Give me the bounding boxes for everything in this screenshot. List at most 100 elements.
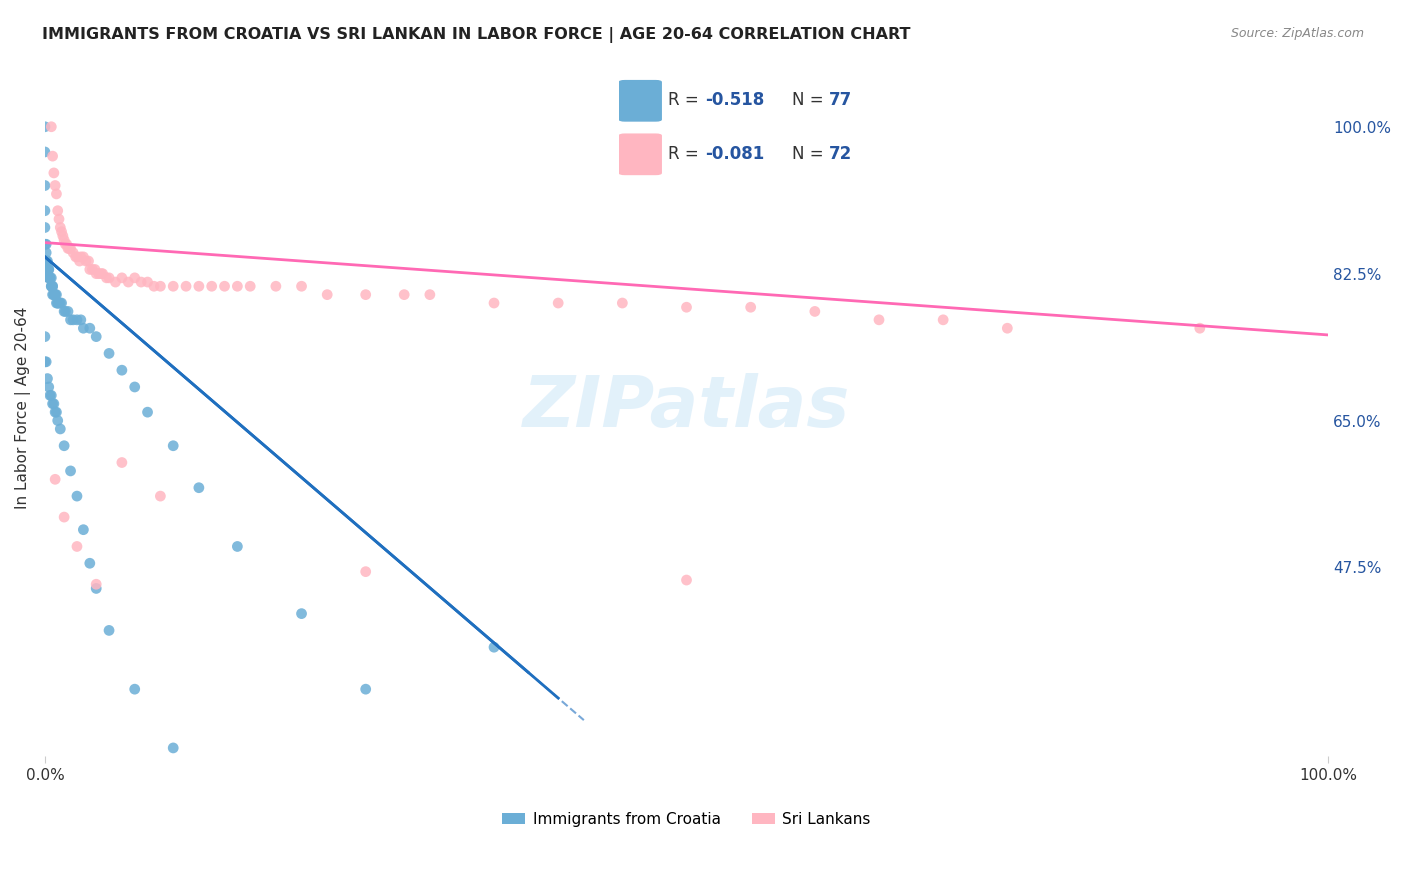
SriLanka	[214, 279, 236, 293]
SriLanka	[84, 267, 107, 281]
SriLanka	[124, 270, 146, 285]
SriLanka	[55, 237, 77, 252]
SriLanka	[482, 296, 505, 310]
Text: IMMIGRANTS FROM CROATIA VS SRI LANKAN IN LABOR FORCE | AGE 20-64 CORRELATION CHA: IMMIGRANTS FROM CROATIA VS SRI LANKAN IN…	[42, 27, 911, 43]
SriLanka	[79, 262, 101, 277]
Croatia	[39, 388, 62, 402]
Y-axis label: In Labor Force | Age 20-64: In Labor Force | Age 20-64	[15, 307, 31, 509]
SriLanka	[290, 279, 312, 293]
Croatia	[39, 270, 62, 285]
SriLanka	[174, 279, 197, 293]
Croatia	[226, 540, 249, 554]
Croatia	[482, 640, 505, 655]
Croatia	[35, 245, 58, 260]
Croatia	[162, 439, 184, 453]
SriLanka	[96, 270, 118, 285]
SriLanka	[66, 540, 89, 554]
Croatia	[59, 464, 82, 478]
Croatia	[44, 287, 66, 301]
SriLanka	[49, 220, 72, 235]
Text: 77: 77	[830, 91, 852, 109]
SriLanka	[98, 270, 121, 285]
SriLanka	[51, 225, 73, 239]
SriLanka	[87, 267, 110, 281]
Croatia	[53, 304, 76, 318]
SriLanka	[149, 489, 172, 503]
Croatia	[38, 270, 60, 285]
Text: Source: ZipAtlas.com: Source: ZipAtlas.com	[1230, 27, 1364, 40]
SriLanka	[46, 203, 69, 218]
Croatia	[45, 405, 67, 419]
SriLanka	[143, 279, 166, 293]
Text: -0.518: -0.518	[706, 91, 765, 109]
SriLanka	[52, 228, 75, 243]
SriLanka	[69, 250, 91, 264]
SriLanka	[932, 313, 955, 327]
Croatia	[49, 422, 72, 436]
SriLanka	[675, 300, 697, 314]
Croatia	[55, 304, 77, 318]
SriLanka	[69, 254, 91, 268]
Croatia	[98, 624, 121, 638]
Croatia	[34, 145, 56, 159]
SriLanka	[44, 472, 66, 486]
Croatia	[56, 304, 79, 318]
Croatia	[37, 262, 59, 277]
SriLanka	[239, 279, 262, 293]
Croatia	[38, 262, 60, 277]
Croatia	[48, 296, 70, 310]
SriLanka	[868, 313, 890, 327]
SriLanka	[75, 254, 97, 268]
SriLanka	[149, 279, 172, 293]
Croatia	[49, 296, 72, 310]
Croatia	[39, 388, 62, 402]
Croatia	[98, 346, 121, 360]
SriLanka	[419, 287, 441, 301]
Croatia	[34, 329, 56, 343]
SriLanka	[187, 279, 209, 293]
Text: 72: 72	[830, 145, 852, 162]
SriLanka	[675, 573, 697, 587]
SriLanka	[91, 267, 114, 281]
Croatia	[38, 270, 60, 285]
SriLanka	[53, 510, 76, 524]
Text: N =: N =	[792, 91, 828, 109]
Croatia	[72, 523, 94, 537]
SriLanka	[995, 321, 1018, 335]
Croatia	[35, 355, 58, 369]
SriLanka	[84, 577, 107, 591]
Croatia	[45, 296, 67, 310]
Croatia	[136, 405, 159, 419]
Text: R =: R =	[668, 145, 704, 162]
SriLanka	[84, 262, 107, 277]
SriLanka	[62, 245, 84, 260]
Croatia	[42, 287, 65, 301]
Croatia	[39, 270, 62, 285]
Croatia	[34, 120, 56, 134]
Text: ZIPatlas: ZIPatlas	[523, 374, 851, 442]
SriLanka	[1188, 321, 1211, 335]
Croatia	[124, 682, 146, 697]
Croatia	[51, 296, 73, 310]
Croatia	[62, 313, 84, 327]
Croatia	[41, 397, 63, 411]
SriLanka	[72, 250, 94, 264]
SriLanka	[82, 262, 104, 277]
Croatia	[44, 405, 66, 419]
SriLanka	[90, 267, 112, 281]
Croatia	[34, 237, 56, 252]
SriLanka	[58, 242, 80, 256]
Croatia	[42, 287, 65, 301]
Croatia	[124, 380, 146, 394]
Croatia	[59, 313, 82, 327]
Croatia	[44, 287, 66, 301]
Croatia	[53, 439, 76, 453]
Croatia	[69, 313, 91, 327]
Croatia	[187, 481, 209, 495]
Legend: Immigrants from Croatia, Sri Lankans: Immigrants from Croatia, Sri Lankans	[496, 805, 877, 833]
FancyBboxPatch shape	[619, 134, 662, 175]
Croatia	[34, 220, 56, 235]
Croatia	[41, 279, 63, 293]
SriLanka	[316, 287, 339, 301]
SriLanka	[740, 300, 762, 314]
